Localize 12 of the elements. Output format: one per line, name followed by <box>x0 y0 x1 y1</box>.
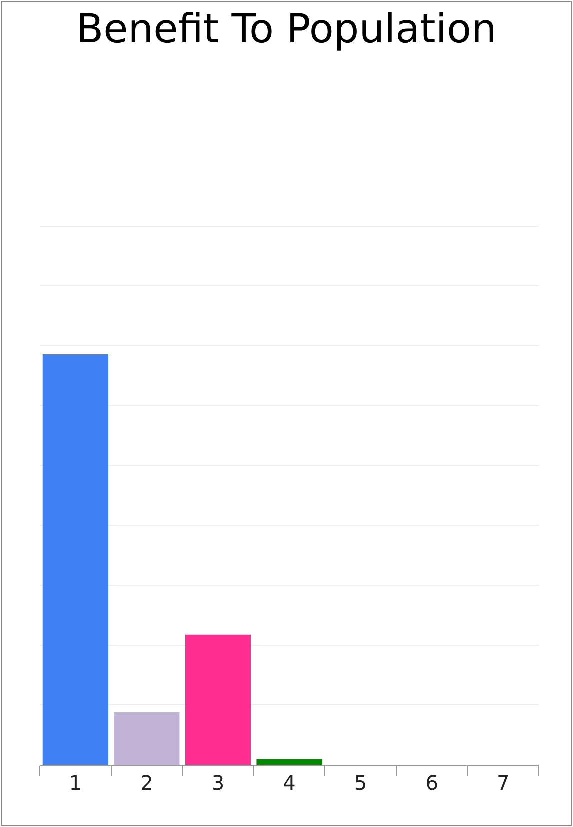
x-tick-label: 6 <box>426 771 438 795</box>
x-tick-label: 1 <box>69 771 82 795</box>
chart-title: Benefit To Population <box>76 6 497 52</box>
bar <box>42 354 108 765</box>
x-tick-label: 5 <box>354 771 368 795</box>
bar <box>114 712 180 765</box>
bar <box>256 759 322 765</box>
bar <box>185 634 252 765</box>
x-tick-label: 2 <box>140 771 154 795</box>
x-tick-label: 4 <box>283 771 296 795</box>
x-tick-label: 7 <box>496 771 510 795</box>
x-tick-label: 3 <box>212 771 225 795</box>
